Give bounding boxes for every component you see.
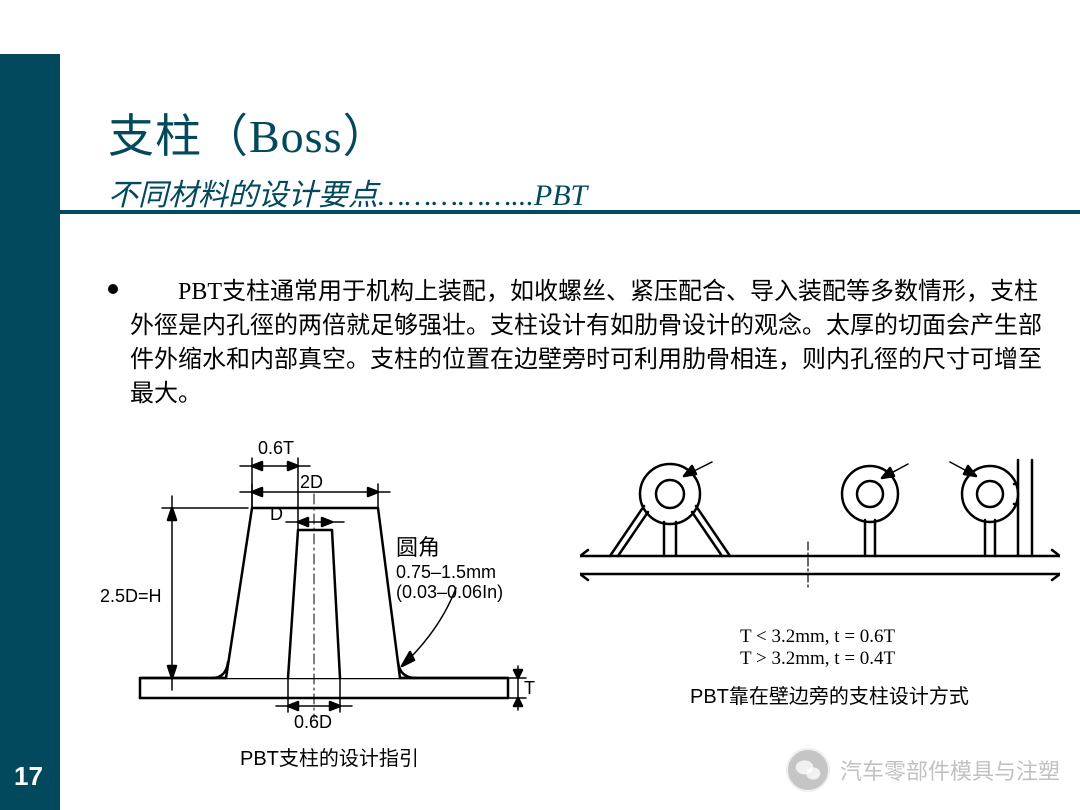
- label-0.6T: 0.6T: [258, 438, 294, 459]
- label-0.6D: 0.6D: [294, 712, 332, 733]
- label-2D: 2D: [300, 472, 323, 493]
- body-paragraph: PBT支柱通常用于机构上装配，如收螺丝、紧压配合、导入装配等多数情形，支柱外徑是…: [130, 275, 1060, 411]
- slide-title: 支柱（Boss）: [108, 100, 587, 166]
- diagram-boss-wall-variants: T < 3.2mm, t = 0.6T T > 3.2mm, t = 0.4T …: [580, 440, 1060, 760]
- title-block: 支柱（Boss） 不同材料的设计要点……………...PBT: [108, 100, 587, 214]
- page-number: 17: [14, 761, 43, 792]
- slide-subtitle: 不同材料的设计要点……………...PBT: [108, 170, 587, 214]
- diagram-boss-cross-section: 0.6T 2D D 圆角 0.75–1.5mm (0.03–0.06In) 2.…: [100, 430, 540, 770]
- caption-right: PBT靠在壁边旁的支柱设计方式: [690, 680, 969, 709]
- boss-side-svg: [580, 440, 1060, 640]
- label-D: D: [270, 504, 283, 525]
- label-T: T: [524, 678, 535, 699]
- wechat-icon: [786, 748, 830, 792]
- top-white-stripe: [0, 0, 1080, 54]
- label-cond2: T > 3.2mm, t = 0.4T: [740, 648, 895, 670]
- watermark: 汽车零部件模具与注塑: [786, 748, 1060, 792]
- watermark-text: 汽车零部件模具与注塑: [840, 754, 1060, 786]
- caption-left: PBT支柱的设计指引: [240, 742, 419, 771]
- label-height: 2.5D=H: [100, 586, 162, 607]
- diagrams-area: 0.6T 2D D 圆角 0.75–1.5mm (0.03–0.06In) 2.…: [100, 430, 1070, 770]
- label-radius: 0.75–1.5mm (0.03–0.06In): [396, 562, 503, 602]
- label-fillet: 圆角: [396, 530, 440, 562]
- left-accent-stripe: [0, 0, 60, 810]
- bullet-icon: [108, 284, 118, 294]
- label-cond1: T < 3.2mm, t = 0.6T: [740, 626, 895, 648]
